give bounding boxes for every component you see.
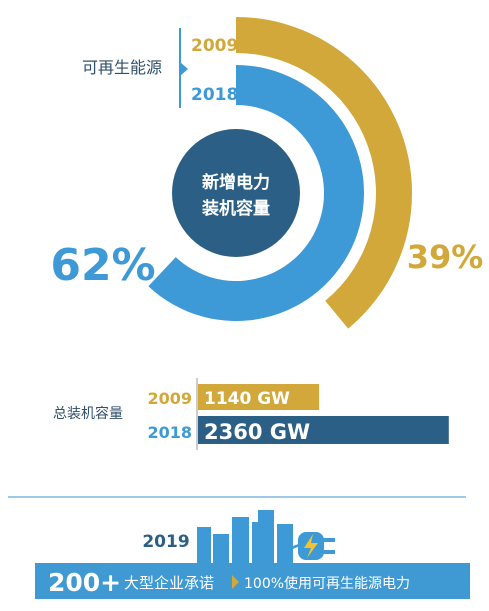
center-line1: 新增电力 <box>202 172 270 193</box>
bar-category-2018: 2018 <box>147 423 192 442</box>
renewable-label: 可再生能源 <box>82 58 162 77</box>
commitment-desc2: 100%使用可再生能源电力 <box>244 575 410 592</box>
commitment-banner <box>35 563 470 599</box>
capacity-bar-chart: 总装机容量 2009 2018 1140 GW 2360 GW <box>53 378 449 450</box>
commitment-desc1: 大型企业承诺 <box>124 574 214 592</box>
pct-2018-label: 62% <box>50 240 155 291</box>
bar-category-2009: 2009 <box>147 389 192 408</box>
bracket-arrow-icon <box>180 62 188 76</box>
donut-chart: 新增电力 装机容量 62% 39% <box>50 17 483 329</box>
commitment-count: 200+ <box>48 568 121 597</box>
commitment-year: 2019 <box>142 532 189 552</box>
year-2018-label: 2018 <box>191 85 238 105</box>
center-line2: 装机容量 <box>201 198 270 219</box>
bar-value-2009: 1140 GW <box>204 389 290 409</box>
bar-2009 <box>198 384 320 410</box>
commitment-section: 2019 200+ 大型企业承诺 100%使用可再生能源电力 <box>35 510 470 599</box>
arc-2009 <box>236 17 413 329</box>
center-disc <box>172 129 300 257</box>
bar-2018 <box>198 416 449 444</box>
capacity-label: 总装机容量 <box>53 405 123 422</box>
renewable-legend: 可再生能源 2009 2018 <box>82 28 238 108</box>
banner-arrow-icon <box>232 575 239 589</box>
bar-value-2018: 2360 GW <box>204 420 310 444</box>
arc-2018 <box>148 65 364 321</box>
pct-2009-label: 39% <box>407 238 484 276</box>
year-2009-label: 2009 <box>191 36 238 56</box>
electric-plug-icon <box>284 532 335 564</box>
city-skyline-icon <box>197 510 293 563</box>
